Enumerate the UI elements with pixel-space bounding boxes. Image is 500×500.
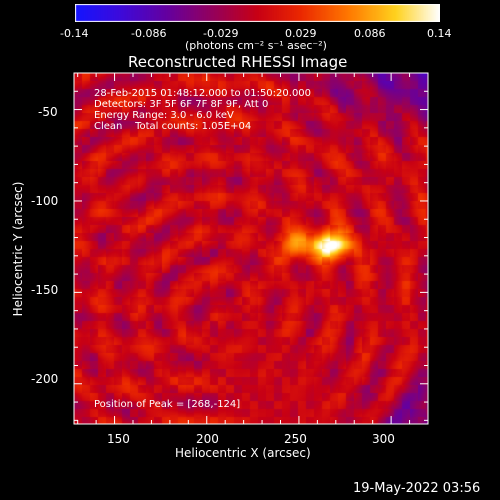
x-tick-label: 300	[372, 432, 395, 446]
y-axis-title: Heliocentric Y (arcsec)	[11, 181, 25, 317]
colorbar-tick-label: 0.029	[285, 27, 317, 40]
y-tick-label: -200	[31, 372, 59, 386]
x-tick-label: 200	[196, 432, 219, 446]
colorbar-tick-label: 0.086	[354, 27, 386, 40]
y-tick-label: -100	[31, 194, 59, 208]
y-tick-label: -150	[31, 283, 59, 297]
energy-range-label: Energy Range: 3.0 - 6.0 keV	[94, 110, 234, 121]
x-axis-title: Heliocentric X (arcsec)	[175, 446, 311, 460]
x-tick-label: 250	[284, 432, 307, 446]
x-tick-label: 150	[107, 432, 130, 446]
detectors-label: Detectors: 3F 5F 6F 7F 8F 9F, Att 0	[94, 99, 269, 110]
plot-frame	[73, 72, 429, 425]
colorbar-tick-label: -0.14	[60, 27, 89, 40]
colorbar-tick-label: 0.14	[427, 27, 452, 40]
time-range-label: 28-Feb-2015 01:48:12.000 to 01:50:20.000	[94, 88, 312, 99]
plot-title: Reconstructed RHESSI Image	[128, 53, 348, 71]
heatmap-image	[74, 73, 428, 424]
colorbar	[75, 4, 440, 22]
method-counts-label: Clean Total counts: 1.05E+04	[94, 121, 252, 132]
y-tick-label: -50	[38, 105, 58, 119]
peak-position-label: Position of Peak = [268,-124]	[94, 399, 241, 410]
colorbar-tick-label: -0.029	[203, 27, 239, 40]
colorbar-tick-label: -0.086	[131, 27, 167, 40]
plot-timestamp: 19-May-2022 03:56	[353, 481, 481, 496]
colorbar-units: (photons cm⁻² s⁻¹ asec⁻²)	[185, 39, 327, 52]
